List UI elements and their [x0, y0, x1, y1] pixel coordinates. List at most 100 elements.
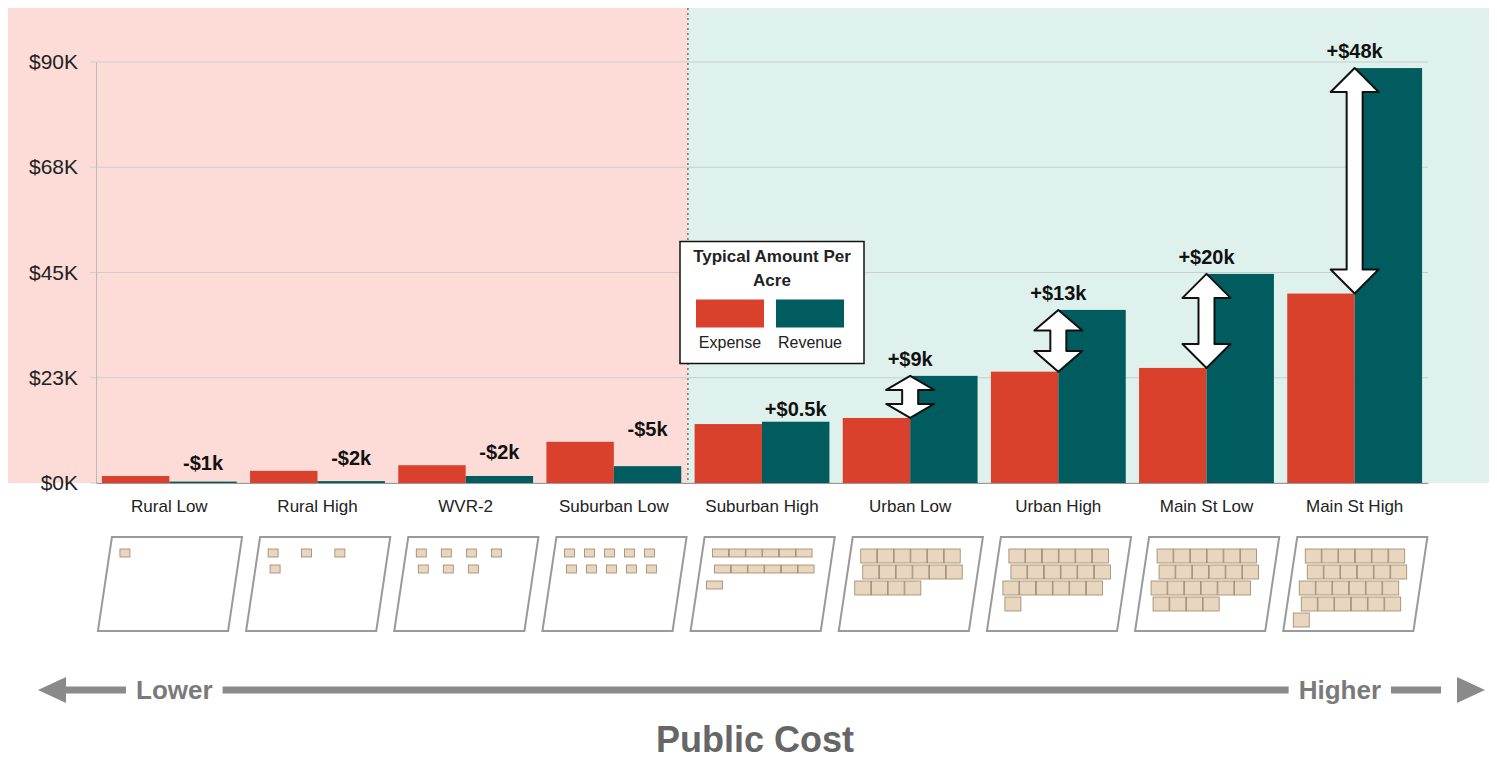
building	[1301, 597, 1317, 611]
building	[1168, 581, 1184, 595]
building	[1061, 565, 1077, 579]
building	[1153, 597, 1169, 611]
x-tick: Main St Low	[1160, 483, 1254, 516]
building	[335, 549, 345, 557]
legend-swatch	[696, 300, 764, 328]
building	[896, 565, 912, 579]
building	[1157, 549, 1173, 563]
building	[946, 565, 962, 579]
bar	[910, 376, 977, 483]
bar	[102, 476, 169, 483]
building	[1042, 549, 1058, 563]
y-tick-label: $90K	[29, 50, 78, 73]
building	[1209, 565, 1225, 579]
building	[418, 565, 428, 573]
building	[1391, 565, 1407, 579]
x-tick-label: Rural Low	[131, 497, 208, 516]
building	[491, 549, 501, 557]
y-tick-label: $23K	[29, 366, 78, 389]
y-tick: $90K	[29, 50, 96, 73]
building	[1324, 565, 1340, 579]
building	[1053, 581, 1069, 595]
legend-label: Revenue	[778, 334, 842, 351]
building	[1243, 565, 1259, 579]
bar	[762, 422, 829, 483]
building	[1318, 597, 1334, 611]
building	[879, 565, 895, 579]
x-axis: Rural LowRural HighWVR-2Suburban LowSubu…	[97, 483, 1429, 516]
building	[1335, 597, 1351, 611]
building	[1026, 549, 1042, 563]
building	[765, 565, 781, 573]
building	[1076, 549, 1092, 563]
building	[930, 565, 946, 579]
building	[1351, 597, 1367, 611]
building	[1293, 613, 1309, 627]
legend-title: Typical Amount PerAcre	[693, 247, 851, 290]
building	[944, 549, 960, 563]
x-tick: Urban High	[1015, 483, 1101, 516]
building	[606, 565, 616, 573]
bar	[1287, 294, 1354, 483]
x-tick-label: Urban High	[1015, 497, 1101, 516]
building	[1174, 549, 1190, 563]
x-axis-line	[97, 483, 1429, 484]
cost-arrow-line	[56, 687, 1441, 694]
building	[604, 549, 614, 557]
building	[1094, 565, 1110, 579]
building	[1224, 549, 1240, 563]
y-tick: $0K	[41, 471, 96, 494]
building	[1170, 597, 1186, 611]
building	[1307, 565, 1323, 579]
building	[729, 549, 745, 557]
building	[855, 581, 871, 595]
difference-label: +$13k	[1030, 282, 1087, 304]
building	[731, 565, 747, 573]
x-tick: Suburban Low	[559, 483, 669, 516]
cost-axis-title: Public Cost	[656, 719, 854, 760]
building	[647, 565, 657, 573]
difference-label: -$2k	[331, 447, 372, 469]
bar	[398, 465, 465, 483]
x-tick-label: Urban Low	[869, 497, 952, 516]
y-axis: $0K$23K$45K$68K$90K	[29, 50, 97, 494]
building	[1341, 565, 1357, 579]
building	[1176, 565, 1192, 579]
x-tick-label: WVR-2	[438, 497, 493, 516]
building	[888, 581, 904, 595]
building	[1186, 597, 1202, 611]
building	[584, 549, 594, 557]
building	[1355, 549, 1371, 563]
bar	[1206, 274, 1273, 483]
building	[911, 549, 927, 563]
building	[1192, 565, 1208, 579]
building	[468, 565, 478, 573]
difference-label: +$20k	[1178, 246, 1235, 268]
x-tick-label: Suburban High	[705, 497, 818, 516]
x-tick: WVR-2	[438, 483, 493, 516]
difference-arrow	[1331, 68, 1379, 293]
district-tile	[987, 537, 1131, 631]
district-tile	[98, 537, 242, 631]
building	[1028, 565, 1044, 579]
cost-axis: LowerHigher	[38, 675, 1485, 705]
building	[1366, 581, 1382, 595]
bar	[1058, 310, 1125, 483]
bar	[991, 372, 1058, 483]
building	[120, 549, 130, 557]
y-tick-label: $68K	[29, 155, 78, 178]
building	[1372, 549, 1388, 563]
building	[1044, 565, 1060, 579]
difference-label: -$1k	[183, 452, 224, 474]
bar	[843, 418, 910, 483]
building	[748, 565, 764, 573]
difference-label: +$9k	[888, 348, 934, 370]
building	[1389, 549, 1405, 563]
illustrations	[98, 537, 1427, 631]
building	[1299, 581, 1315, 595]
y-tick-label: $0K	[41, 471, 78, 494]
legend-label: Expense	[699, 334, 761, 351]
x-tick: Rural Low	[131, 483, 208, 516]
building	[1020, 581, 1036, 595]
building	[1207, 549, 1223, 563]
